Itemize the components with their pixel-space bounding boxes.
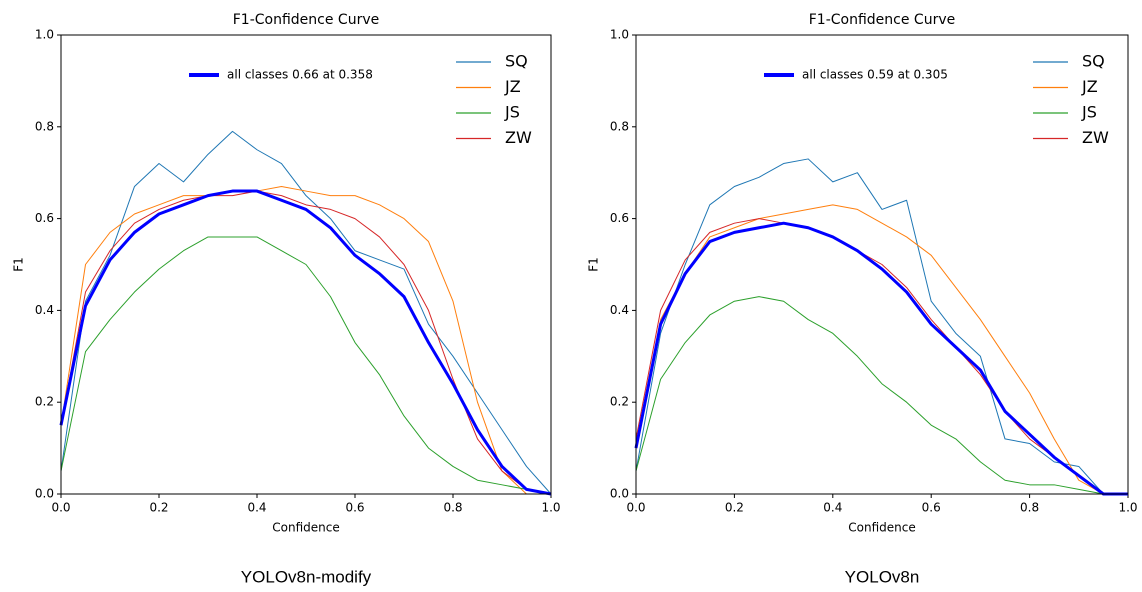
y-axis-label: F1 (587, 257, 601, 272)
y-tick-label: 0.2 (610, 395, 629, 409)
y-tick-label: 1.0 (610, 28, 629, 42)
x-tick-label: 0.8 (443, 501, 462, 515)
y-tick-label: 0.4 (35, 303, 54, 317)
legend-label: ZW (1082, 128, 1109, 147)
x-tick-label: 1.0 (1118, 501, 1137, 515)
x-tick-label: 0.2 (149, 501, 168, 515)
line-series (635, 204, 1128, 495)
legend-label: all classes 0.59 at 0.305 (802, 68, 948, 82)
x-tick-label: 0.2 (725, 501, 744, 515)
line-series (60, 130, 552, 495)
legend-label: JS (504, 103, 520, 122)
chart-title: F1-Confidence Curve (233, 12, 379, 28)
plot-frame (60, 34, 552, 495)
caption: YOLOv8n-modify (241, 567, 372, 586)
x-tick-label: 0.8 (1020, 501, 1039, 515)
plot-frame (635, 34, 1129, 495)
line-series (635, 158, 1128, 495)
legend-label: JZ (504, 77, 521, 96)
y-tick-label: 0.0 (35, 487, 54, 501)
x-tick-label: 0.6 (345, 501, 364, 515)
line-series (60, 236, 552, 495)
y-tick-label: 0.2 (35, 395, 54, 409)
legend-label: JS (1081, 103, 1097, 122)
x-axis-label: Confidence (272, 521, 339, 535)
line-series (60, 185, 551, 495)
line-series (634, 221, 1128, 496)
x-tick-label: 0.6 (922, 501, 941, 515)
y-tick-label: 1.0 (35, 28, 54, 42)
y-tick-label: 0.6 (610, 211, 629, 225)
x-tick-label: 0.0 (626, 501, 645, 515)
x-tick-label: 0.4 (823, 501, 842, 515)
chart-title: F1-Confidence Curve (809, 12, 955, 28)
legend-label: JZ (1081, 77, 1098, 96)
y-tick-label: 0.4 (610, 303, 629, 317)
x-axis-label: Confidence (848, 521, 915, 535)
line-series (635, 218, 1128, 495)
caption: YOLOv8n (845, 567, 920, 586)
x-tick-label: 0.4 (247, 501, 266, 515)
legend-label: ZW (505, 128, 532, 147)
line-series (635, 296, 1128, 495)
y-tick-label: 0.8 (35, 119, 54, 133)
x-tick-label: 0.0 (51, 501, 70, 515)
y-tick-label: 0.8 (610, 119, 629, 133)
y-tick-label: 0.0 (610, 487, 629, 501)
legend-label: SQ (505, 52, 528, 71)
line-series (60, 190, 552, 495)
y-axis-label: F1 (12, 257, 26, 272)
legend-label: SQ (1082, 52, 1105, 71)
legend-label: all classes 0.66 at 0.358 (227, 68, 373, 82)
y-tick-label: 0.6 (35, 211, 54, 225)
line-series (59, 189, 552, 496)
x-tick-label: 1.0 (541, 501, 560, 515)
